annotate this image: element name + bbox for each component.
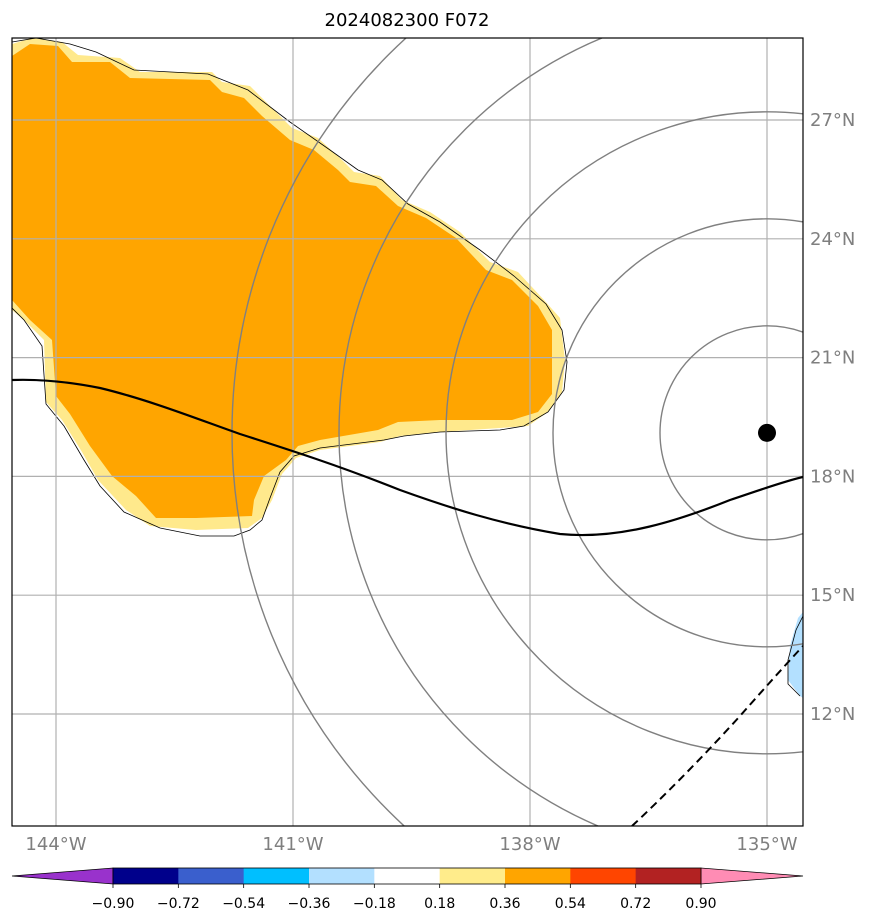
colorbar-label-9: 0.90: [685, 896, 716, 912]
colorbar-segment-8: [635, 868, 702, 884]
range-ring-5: [231, 38, 408, 826]
colorbar-label-8: 0.72: [620, 896, 651, 912]
colorbar-segment-6: [505, 868, 571, 884]
map-frame: [11, 37, 804, 827]
lon-label-0: 144°W: [25, 834, 86, 855]
range-ring-1: [659, 325, 803, 541]
figure-title: 2024082300 F072: [325, 10, 490, 31]
colorbar-over-triangle: [700, 867, 804, 885]
lon-label-3: 135°W: [736, 834, 797, 855]
lat-label-2: 18°N: [810, 466, 855, 487]
colorbar-label-0: −0.90: [92, 896, 135, 912]
colorbar-label-1: −0.72: [157, 896, 200, 912]
colorbar-segment-3: [309, 868, 375, 884]
colorbar-label-5: 0.18: [424, 896, 455, 912]
lat-label-1: 15°N: [810, 585, 855, 606]
colorbar-frame: [112, 867, 702, 885]
colorbar-segment-7: [570, 868, 637, 884]
latitude-labels: 12°N 15°N 18°N 21°N 24°N 27°N: [810, 110, 855, 725]
colorbar-segment-0: [113, 868, 179, 884]
lon-label-1: 141°W: [262, 834, 323, 855]
positive-anomaly-fill: [12, 44, 552, 518]
lat-label-0: 12°N: [810, 704, 855, 725]
colorbar-under-triangle: [11, 867, 114, 885]
colorbar-segment-5: [439, 868, 506, 884]
range-ring-3: [445, 111, 803, 755]
lat-label-4: 24°N: [810, 229, 855, 250]
colorbar: −0.90 −0.72 −0.54 −0.36 −0.18 0.18 0.36 0.54 0.7…: [11, 867, 804, 912]
colorbar-segment-1: [178, 868, 245, 884]
colorbar-label-6: 0.36: [489, 896, 520, 912]
storm-center-marker: [758, 423, 776, 442]
range-rings: [231, 38, 803, 826]
lat-label-3: 21°N: [810, 348, 855, 369]
map-layers: [12, 38, 803, 826]
colorbar-label-7: 0.54: [555, 896, 586, 912]
range-ring-2: [552, 218, 803, 648]
field-outline-right: [787, 615, 803, 697]
colorbar-segment-4: [374, 868, 441, 884]
lat-label-5: 27°N: [810, 110, 855, 131]
colorbar-label-2: −0.54: [222, 896, 265, 912]
field-outline: [12, 38, 568, 537]
lon-label-2: 138°W: [499, 834, 560, 855]
range-ring-4: [338, 38, 604, 826]
dashed-boundary: [631, 645, 803, 826]
colorbar-label-3: −0.36: [288, 896, 331, 912]
colorbar-label-4: −0.18: [353, 896, 396, 912]
colorbar-segment-2: [243, 868, 310, 884]
forecast-track: [12, 378, 803, 537]
